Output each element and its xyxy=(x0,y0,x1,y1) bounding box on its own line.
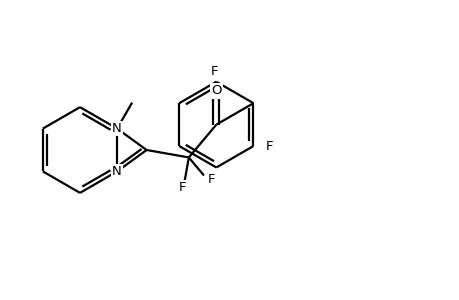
Text: F: F xyxy=(208,173,215,186)
Text: F: F xyxy=(265,140,272,152)
Text: F: F xyxy=(179,181,186,194)
Text: O: O xyxy=(211,84,221,97)
Text: F: F xyxy=(210,64,218,77)
Text: N: N xyxy=(112,122,122,135)
Text: N: N xyxy=(112,165,122,178)
